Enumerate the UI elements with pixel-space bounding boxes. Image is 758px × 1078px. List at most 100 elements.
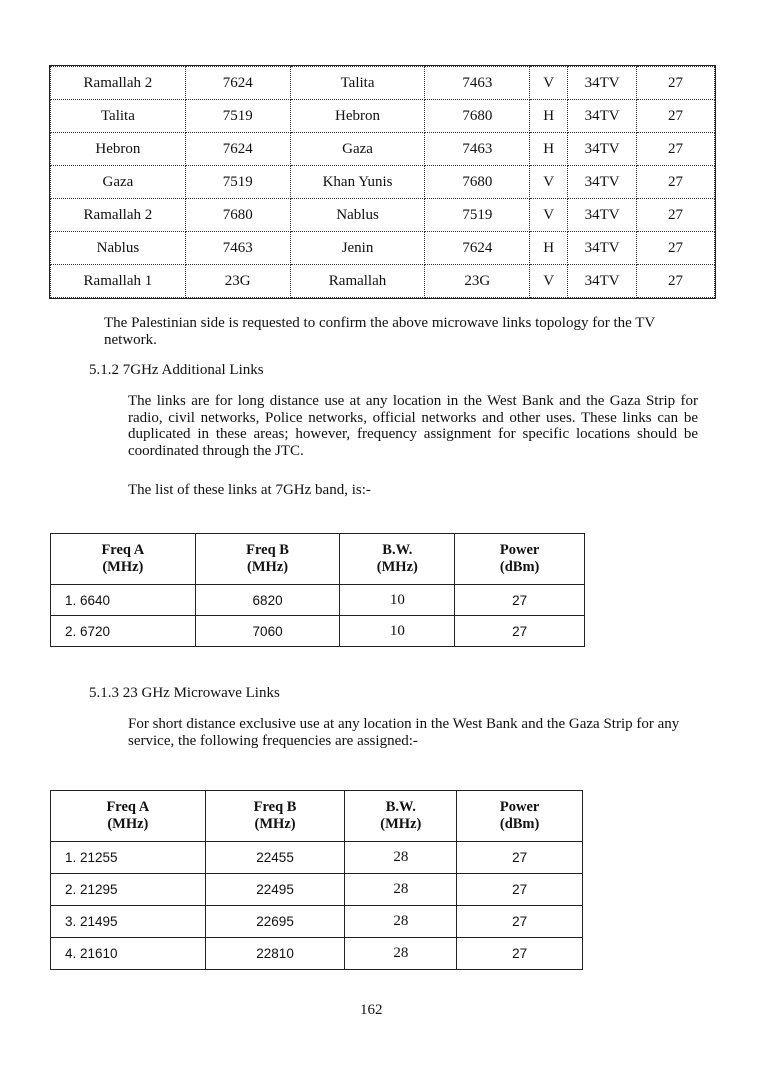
table-cell: H [529, 99, 569, 133]
section-513-paragraph: For short distance exclusive use at any … [128, 716, 680, 749]
table-row: 3. 21495 22695 28 27 [50, 905, 583, 938]
table-cell: 7624 [424, 231, 531, 265]
table-cell: Gaza [289, 132, 426, 166]
table-cell: Ramallah 2 [50, 198, 186, 232]
table-cell: 34TV [567, 66, 638, 100]
table-cell: 34TV [567, 198, 638, 232]
header-line: B.W. [382, 542, 413, 558]
table-cell: 27 [456, 905, 583, 938]
table-cell: 27 [456, 841, 583, 874]
table-row: Nablus 7463 Jenin 7624 H 34TV 27 [50, 231, 715, 265]
table-cell: Jenin [289, 231, 426, 265]
table-cell: 7060 [194, 615, 341, 647]
table-cell: 7680 [424, 165, 531, 199]
header-line: Freq A [101, 542, 145, 558]
table-cell: 34TV [567, 165, 638, 199]
table-cell: 34TV [567, 99, 638, 133]
table-row: 2. 21295 22495 28 27 [50, 873, 583, 906]
header-unit: (MHz) [254, 816, 296, 832]
table-cell: V [529, 165, 569, 199]
table-cell: 2. 6720 [50, 615, 196, 647]
header-line: Power [499, 542, 540, 558]
table-cell: H [529, 231, 569, 265]
confirm-text: The Palestinian side is requested to con… [104, 315, 655, 348]
section-512-heading: 5.1.2 7GHz Additional Links [89, 362, 264, 378]
table-cell: V [529, 66, 569, 100]
header-unit: (MHz) [247, 559, 289, 575]
table-row: Hebron 7624 Gaza 7463 H 34TV 27 [50, 132, 715, 166]
header-line: Freq B [253, 799, 297, 815]
header-line: Power [499, 799, 540, 815]
table-row: 1. 21255 22455 28 27 [50, 841, 583, 874]
table-cell: Hebron [289, 99, 426, 133]
header-unit: (dBm) [499, 559, 540, 575]
table-cell: Nablus [289, 198, 426, 232]
table-cell: 27 [636, 66, 715, 100]
section-512-list-intro: The list of these links at 7GHz band, is… [128, 482, 371, 498]
table-cell: 27 [636, 165, 715, 199]
table-cell: 3. 21495 [50, 905, 206, 938]
table-cell: Ramallah 1 [50, 264, 186, 298]
table-cell: 27 [636, 264, 715, 298]
table-cell: 10 [339, 615, 456, 647]
table-cell: 7463 [424, 132, 531, 166]
column-header: Freq B (MHz) [204, 790, 346, 842]
table-cell: 22810 [204, 937, 346, 970]
table-cell: H [529, 132, 569, 166]
table-cell: Nablus [50, 231, 186, 265]
table-cell: 27 [456, 937, 583, 970]
table-cell: 7519 [424, 198, 531, 232]
table-cell: 7519 [184, 165, 291, 199]
table-cell: 28 [344, 841, 458, 874]
column-header: B.W. (MHz) [344, 790, 458, 842]
table-cell: Gaza [50, 165, 186, 199]
table-row: Ramallah 1 23G Ramallah 23G V 34TV 27 [50, 264, 715, 298]
table-cell: 28 [344, 937, 458, 970]
table-cell: Hebron [50, 132, 186, 166]
header-unit: (dBm) [499, 816, 540, 832]
table-cell: 7463 [424, 66, 531, 100]
table-row: 4. 21610 22810 28 27 [50, 937, 583, 970]
column-header: Freq B (MHz) [194, 533, 341, 585]
header-line: B.W. [385, 799, 416, 815]
header-unit: (MHz) [107, 816, 149, 832]
table-cell: 1. 21255 [50, 841, 206, 874]
table-cell: 22695 [204, 905, 346, 938]
table-cell: 34TV [567, 264, 638, 298]
table-cell: 27 [636, 198, 715, 232]
table-cell: Talita [50, 99, 186, 133]
table-cell: 28 [344, 873, 458, 906]
table-cell: 7680 [184, 198, 291, 232]
table-cell: 34TV [567, 231, 638, 265]
column-header: Power (dBm) [456, 790, 583, 842]
table-cell: 28 [344, 905, 458, 938]
table-row: 1. 6640 6820 10 27 [50, 584, 585, 616]
table-row: Ramallah 2 7624 Talita 7463 V 34TV 27 [50, 66, 715, 100]
table-row: 2. 6720 7060 10 27 [50, 615, 585, 647]
table-cell: 22455 [204, 841, 346, 874]
table-row: Gaza 7519 Khan Yunis 7680 V 34TV 27 [50, 165, 715, 199]
page-number: 162 [360, 1002, 383, 1018]
table-cell: 22495 [204, 873, 346, 906]
table-cell: 34TV [567, 132, 638, 166]
table-cell: Ramallah 2 [50, 66, 186, 100]
column-header: Freq A (MHz) [50, 790, 206, 842]
column-header: B.W. (MHz) [339, 533, 456, 585]
header-line: Freq A [106, 799, 150, 815]
table-cell: 27 [636, 231, 715, 265]
header-unit: (MHz) [102, 559, 144, 575]
table-row: Ramallah 2 7680 Nablus 7519 V 34TV 27 [50, 198, 715, 232]
7ghz-links-table: Freq A (MHz) Freq B (MHz) B.W. (MHz) Power (dBm… [50, 533, 585, 647]
header-unit: (MHz) [380, 816, 422, 832]
header-unit: (MHz) [376, 559, 418, 575]
table-cell: 6820 [194, 584, 341, 616]
column-header: Power (dBm) [454, 533, 585, 585]
table-cell: 23G [184, 264, 291, 298]
table-cell: 1. 6640 [50, 584, 196, 616]
table-cell: 7519 [184, 99, 291, 133]
table-row: Talita 7519 Hebron 7680 H 34TV 27 [50, 99, 715, 133]
table-cell: 7624 [184, 66, 291, 100]
table-cell: 27 [636, 132, 715, 166]
table-cell: Khan Yunis [289, 165, 426, 199]
